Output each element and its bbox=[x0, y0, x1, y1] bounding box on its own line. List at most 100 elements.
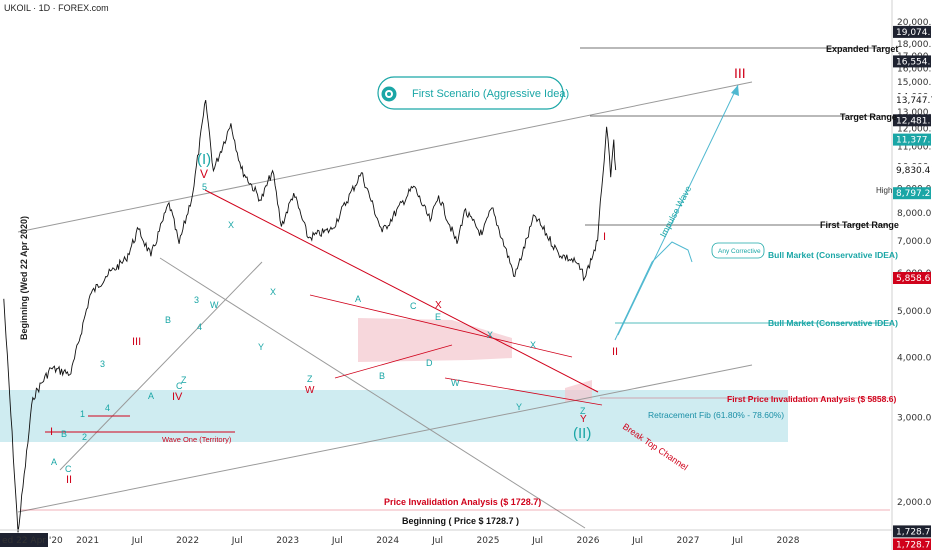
impulse-arrow-line bbox=[617, 84, 739, 336]
price-badge-label: 8,797.2 bbox=[896, 189, 930, 199]
y-tick-label: 7,000.0 bbox=[897, 237, 932, 247]
bull-market-label-1: Bull Market (Conservative IDEA) bbox=[768, 250, 898, 260]
price-badge-label: 9,830.4 bbox=[896, 166, 931, 176]
wave-label-D3: D bbox=[426, 358, 433, 368]
wave-label-I-current: I bbox=[603, 231, 606, 243]
mid-diagonal-line bbox=[159, 257, 586, 529]
y-tick-label: 8,000.0 bbox=[897, 209, 932, 219]
wave-label-B: B bbox=[61, 429, 67, 439]
wave-label-A2: A bbox=[148, 391, 154, 401]
y-tick-label: 5,000.0 bbox=[897, 307, 932, 317]
first-target-range-label: First Target Range bbox=[820, 220, 899, 230]
wave-label-II-left: II bbox=[66, 474, 72, 486]
price-badge bbox=[893, 187, 931, 200]
wave-label-3: 3 bbox=[100, 359, 105, 369]
x-tick-label: Jul bbox=[331, 536, 343, 546]
wave-two-zone-pink bbox=[565, 380, 592, 402]
y-tick-label: 20,000.0 bbox=[897, 18, 932, 28]
wave-label-Z5: Z bbox=[580, 406, 586, 416]
wave-label-I-teal: (I) bbox=[197, 151, 211, 168]
wave-label-B2: B bbox=[165, 315, 171, 325]
wave-label-V: V bbox=[200, 167, 208, 181]
beginning-label: Beginning ( Price $ 1728.7 ) bbox=[402, 516, 519, 526]
projection-path bbox=[614, 241, 693, 341]
wave-label-3b: 3 bbox=[194, 295, 199, 305]
x-tick-label: 2028 bbox=[777, 536, 800, 546]
symbol-header: UKOIL · 1D · FOREX.com bbox=[4, 3, 109, 13]
price-badge-label: 19,074.9 bbox=[896, 28, 932, 38]
price-line bbox=[3, 99, 617, 533]
wave-label-X2: X bbox=[270, 287, 276, 297]
any-corrective-label: Any Corrective bbox=[718, 248, 761, 255]
x-tick-label: Jul bbox=[431, 536, 443, 546]
y-tick-label: 3,000.0 bbox=[897, 414, 932, 424]
wave-label-Z2: Z bbox=[307, 374, 313, 384]
price-badge-label: 13,747.7 bbox=[896, 96, 932, 106]
wave-label-X5: X bbox=[530, 340, 536, 350]
x-tick-label: 2024 bbox=[376, 536, 399, 546]
price-badge bbox=[893, 55, 931, 68]
price-badge bbox=[893, 272, 931, 284]
wave-label-I-left: I bbox=[50, 426, 53, 438]
wave-label-W: W bbox=[210, 300, 219, 310]
upper-channel-line bbox=[17, 81, 753, 233]
x-tick-label: Jul bbox=[631, 536, 643, 546]
price-badge bbox=[893, 114, 931, 127]
wave-label-4: 4 bbox=[105, 403, 110, 413]
high-label: High bbox=[876, 186, 892, 195]
wave-label-C3: C bbox=[410, 301, 417, 311]
price-badge bbox=[893, 525, 931, 538]
price-badge-label: 1,728.7 bbox=[896, 527, 930, 537]
wave-label-E3: E bbox=[435, 312, 441, 322]
wave-label-III-left: III bbox=[132, 336, 141, 348]
y-tick-label: 4,000.0 bbox=[897, 354, 932, 364]
wave-label-II-current: II bbox=[612, 346, 618, 358]
x-tick-label: 2025 bbox=[477, 536, 500, 546]
price-series bbox=[3, 99, 617, 533]
wave-label-Y4: Y bbox=[516, 402, 522, 412]
x-tick-label: 2021 bbox=[76, 536, 99, 546]
y-tick-label: 11,000.0 bbox=[897, 143, 932, 153]
wave-label-IV: IV bbox=[172, 391, 183, 403]
bull-market-label-2: Bull Market (Conservative IDEA) bbox=[768, 318, 898, 328]
wave-label-A3: A bbox=[355, 294, 361, 304]
wave-one-territory-label: Wave One (Territory) bbox=[162, 435, 232, 444]
first-invalidation-label: First Price Invalidation Analysis ($ 585… bbox=[727, 394, 896, 404]
x-tick-start-badge bbox=[0, 533, 48, 547]
wave-label-1: 1 bbox=[80, 409, 85, 419]
x-tick-label: 2027 bbox=[677, 536, 700, 546]
wave-one-channel-line bbox=[59, 261, 263, 471]
expanded-target-label: Expanded Target bbox=[826, 44, 898, 54]
wave-label-X: X bbox=[228, 220, 234, 230]
any-corrective-badge bbox=[711, 242, 765, 259]
wave-two-lower-line bbox=[444, 377, 603, 406]
wave-label-II-teal: (II) bbox=[573, 425, 591, 442]
y-tick-label: 2,000.0 bbox=[897, 498, 932, 508]
wave-label-W-red: W bbox=[305, 385, 315, 396]
y-tick-label: 16,000.0 bbox=[897, 65, 932, 75]
lower-channel-line bbox=[17, 364, 753, 513]
target-range-label: Target Range bbox=[840, 112, 897, 122]
retracement-fib-label: Retracement Fib (61.80% - 78.60%) bbox=[648, 410, 784, 420]
x-axis: ed 22 Apr '20 2021 Jul 2022 Jul 2023 Jul 2024 Ju… bbox=[0, 533, 800, 547]
break-top-channel-line bbox=[204, 189, 599, 393]
impulse-wave-label: Impulse Wave bbox=[658, 184, 693, 239]
x-tick-label: Jul bbox=[731, 536, 743, 546]
price-invalidation-label: Price Invalidation Analysis ($ 1728.7) bbox=[384, 497, 541, 507]
wave-label-4b: 4 bbox=[197, 322, 202, 332]
retracement-band bbox=[0, 390, 788, 442]
wave-label-C: C bbox=[65, 464, 72, 474]
scenario-label: First Scenario (Aggressive Idea) bbox=[412, 88, 569, 100]
price-badge-label: 11,377.6 bbox=[896, 136, 932, 146]
scenario-badge[interactable] bbox=[377, 76, 564, 110]
wave-label-C2: C bbox=[176, 381, 183, 391]
y-tick-label: 12,000.0 bbox=[897, 125, 932, 135]
x-tick-label: Jul bbox=[231, 536, 243, 546]
triangle-upper-line bbox=[309, 294, 573, 358]
x-tick-label: Jul bbox=[131, 536, 143, 546]
price-badge-label: 5,858.6 bbox=[896, 274, 931, 284]
beginning-vertical-label: Beginning (Wed 22 Apr 2020) bbox=[19, 216, 29, 340]
price-badge-label: 16,554.3 bbox=[896, 57, 932, 67]
